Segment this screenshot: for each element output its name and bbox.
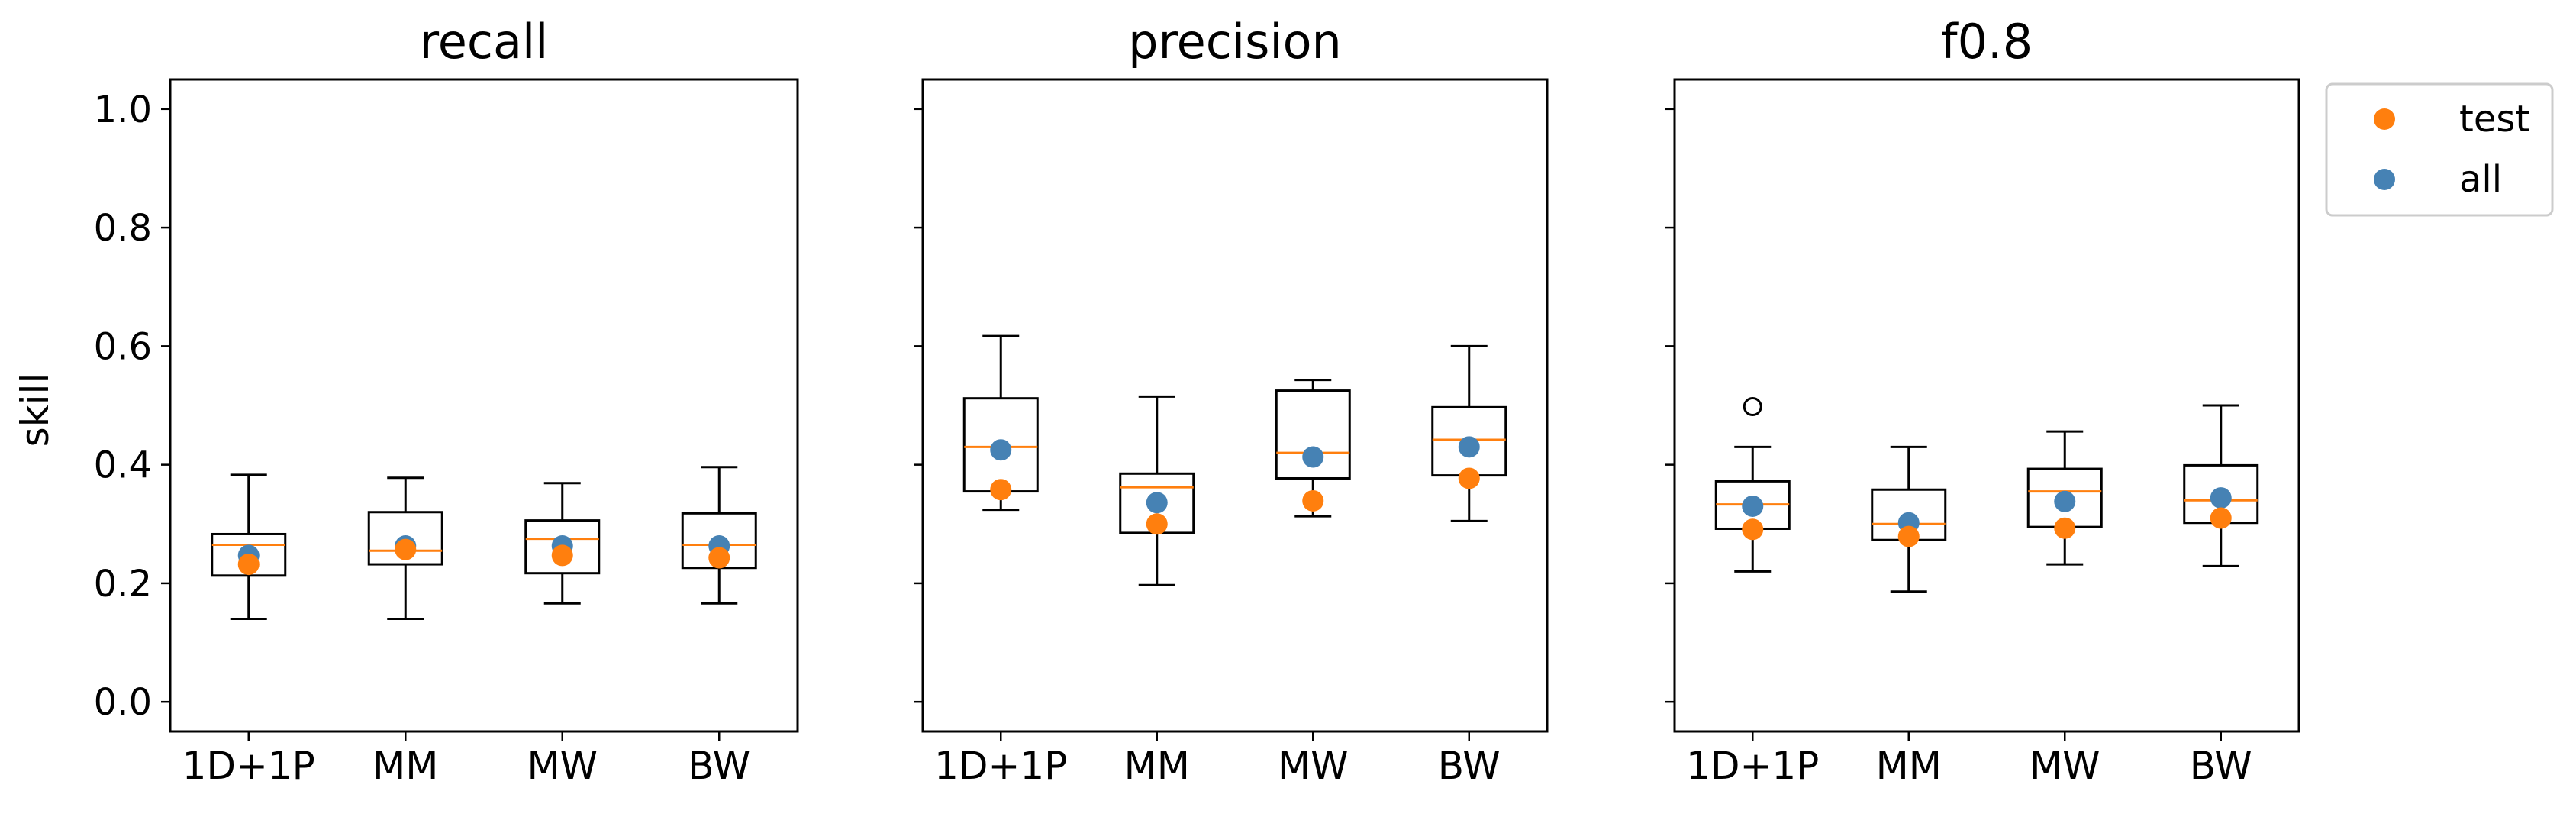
- point-test: [237, 554, 260, 576]
- x-tick-label: BW: [2190, 744, 2252, 788]
- point-test: [990, 479, 1012, 501]
- y-tick-label: 0.8: [94, 207, 152, 250]
- legend-marker-test: [2374, 108, 2395, 130]
- point-test: [1897, 525, 1920, 547]
- outlier-point: [1743, 397, 1762, 417]
- point-all: [1146, 492, 1168, 514]
- point-all: [1742, 495, 1764, 517]
- x-tick-label: MW: [2030, 744, 2100, 788]
- y-tick-label: 1.0: [94, 89, 152, 131]
- x-tick-label: MW: [1278, 744, 1349, 788]
- x-tick-label: MM: [372, 744, 438, 788]
- x-tick-label: BW: [688, 744, 750, 788]
- panel-title: recall: [420, 14, 549, 69]
- axes-frame: [921, 78, 1549, 733]
- legend-label-test: test: [2459, 98, 2529, 140]
- point-test: [1458, 467, 1480, 489]
- point-test: [2210, 507, 2232, 529]
- axes-frame: [169, 78, 799, 733]
- box: [367, 511, 443, 566]
- box: [524, 519, 601, 575]
- point-test: [395, 538, 417, 560]
- x-tick-label: 1D+1P: [182, 744, 315, 788]
- x-tick-label: BW: [1438, 744, 1501, 788]
- point-test: [551, 544, 573, 567]
- point-test: [1302, 489, 1324, 512]
- point-all: [2210, 487, 2232, 509]
- x-tick-label: MM: [1876, 744, 1942, 788]
- legend: test all: [2325, 82, 2554, 217]
- x-tick-label: 1D+1P: [934, 744, 1067, 788]
- legend-label-all: all: [2459, 158, 2502, 201]
- y-tick-label: 0.0: [94, 681, 152, 724]
- panel-title: f0.8: [1941, 14, 2033, 69]
- x-tick-label: 1D+1P: [1686, 744, 1819, 788]
- x-tick-label: MM: [1124, 744, 1190, 788]
- point-test: [1742, 518, 1764, 541]
- y-axis-label: skill: [13, 373, 57, 447]
- point-all: [990, 439, 1012, 461]
- y-tick-label: 0.2: [94, 563, 152, 605]
- box: [211, 532, 287, 577]
- legend-marker-all: [2374, 169, 2395, 190]
- point-test: [1146, 513, 1168, 535]
- axes-frame: [1673, 78, 2300, 733]
- point-all: [1302, 446, 1324, 468]
- y-tick-label: 0.4: [94, 444, 152, 487]
- box: [1275, 389, 1351, 480]
- point-test: [2054, 517, 2076, 539]
- point-test: [708, 547, 730, 569]
- x-tick-label: MW: [527, 744, 598, 788]
- point-all: [1458, 436, 1480, 458]
- panel-title: precision: [1128, 14, 1342, 69]
- point-all: [2054, 490, 2076, 512]
- y-tick-label: 0.6: [94, 325, 152, 368]
